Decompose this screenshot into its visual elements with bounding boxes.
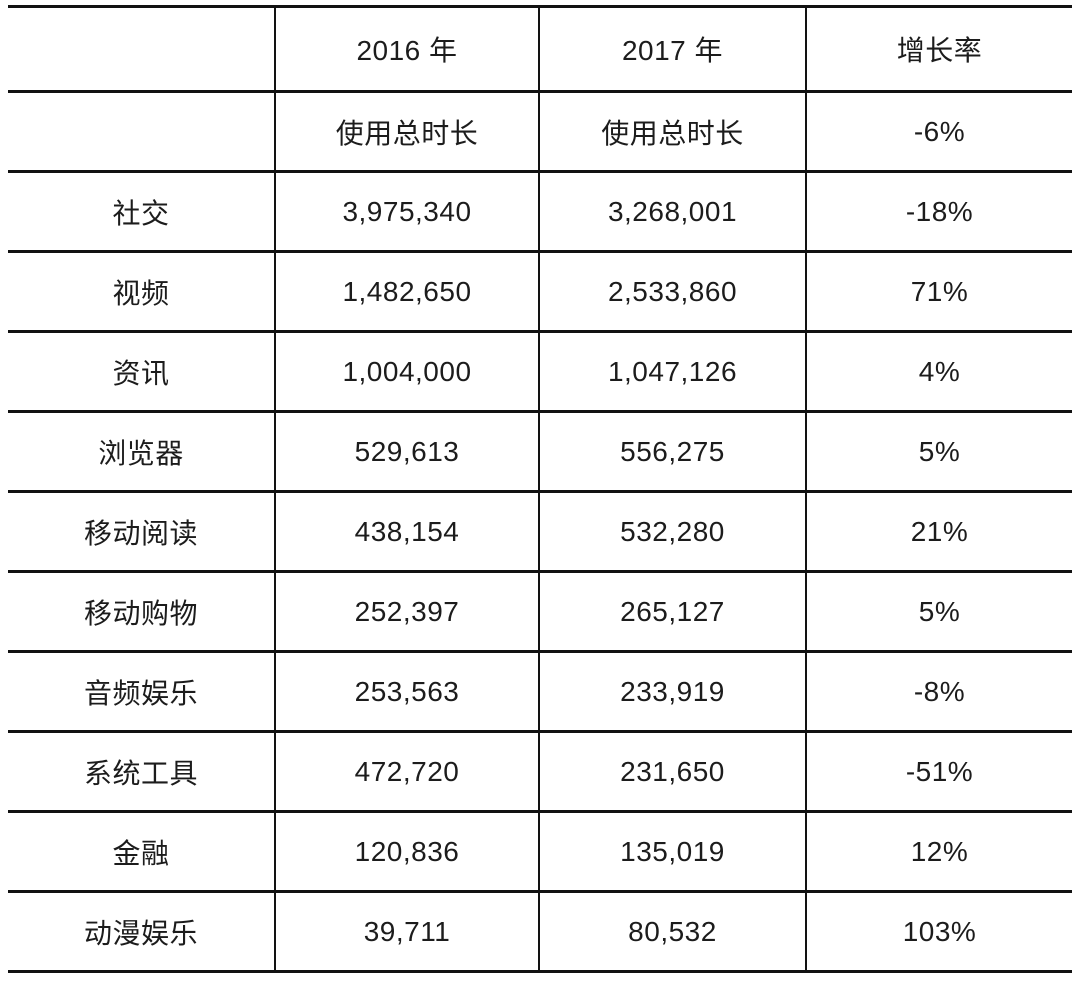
value-2017: 2,533,860 bbox=[538, 250, 806, 332]
header-cell-2016: 2016 年 bbox=[274, 5, 539, 92]
value-2017: 3,268,001 bbox=[538, 170, 806, 252]
table-row: 动漫娱乐 39,711 80,532 103% bbox=[8, 890, 1072, 972]
value-2017: 1,047,126 bbox=[538, 330, 806, 412]
row-label: 动漫娱乐 bbox=[8, 890, 275, 972]
value-2017: 532,280 bbox=[538, 490, 806, 572]
header-row: 2016 年 2017 年 增长率 bbox=[8, 5, 1072, 92]
row-label: 视频 bbox=[8, 250, 275, 332]
row-label: 音频娱乐 bbox=[8, 650, 275, 732]
value-2016: 120,836 bbox=[274, 810, 539, 892]
usage-time-table: 2016 年 2017 年 增长率 使用总时长 使用总时长 -6% 社交 3,97… bbox=[8, 5, 1072, 973]
row-label: 移动阅读 bbox=[8, 490, 275, 572]
growth-rate: 21% bbox=[805, 490, 1072, 572]
row-label: 系统工具 bbox=[8, 730, 275, 812]
value-2017: 265,127 bbox=[538, 570, 806, 652]
table-row: 移动阅读 438,154 532,280 21% bbox=[8, 490, 1072, 572]
value-2017: 135,019 bbox=[538, 810, 806, 892]
value-2016: 253,563 bbox=[274, 650, 539, 732]
table-row: 系统工具 472,720 231,650 -51% bbox=[8, 730, 1072, 812]
row-label: 社交 bbox=[8, 170, 275, 252]
growth-rate: 71% bbox=[805, 250, 1072, 332]
table-row: 浏览器 529,613 556,275 5% bbox=[8, 410, 1072, 492]
row-label: 金融 bbox=[8, 810, 275, 892]
value-2016: 3,975,340 bbox=[274, 170, 539, 252]
subheader-cell-overall-growth: -6% bbox=[805, 90, 1072, 172]
table-row: 视频 1,482,650 2,533,860 71% bbox=[8, 250, 1072, 332]
growth-rate: -8% bbox=[805, 650, 1072, 732]
value-2016: 252,397 bbox=[274, 570, 539, 652]
growth-rate: -51% bbox=[805, 730, 1072, 812]
subheader-cell-2016-metric: 使用总时长 bbox=[274, 90, 539, 172]
value-2016: 438,154 bbox=[274, 490, 539, 572]
growth-rate: 4% bbox=[805, 330, 1072, 412]
subheader-cell-2017-metric: 使用总时长 bbox=[538, 90, 806, 172]
value-2016: 1,004,000 bbox=[274, 330, 539, 412]
value-2016: 529,613 bbox=[274, 410, 539, 492]
growth-rate: 5% bbox=[805, 570, 1072, 652]
row-label: 资讯 bbox=[8, 330, 275, 412]
table-row: 社交 3,975,340 3,268,001 -18% bbox=[8, 170, 1072, 252]
growth-rate: 103% bbox=[805, 890, 1072, 972]
row-label: 浏览器 bbox=[8, 410, 275, 492]
growth-rate: 5% bbox=[805, 410, 1072, 492]
subheader-cell-category bbox=[8, 90, 275, 172]
table-row: 金融 120,836 135,019 12% bbox=[8, 810, 1072, 892]
table-body: 社交 3,975,340 3,268,001 -18% 视频 1,482,650 2,533… bbox=[8, 170, 1072, 972]
header-cell-2017: 2017 年 bbox=[538, 5, 806, 92]
row-label: 移动购物 bbox=[8, 570, 275, 652]
value-2017: 231,650 bbox=[538, 730, 806, 812]
table-row: 资讯 1,004,000 1,047,126 4% bbox=[8, 330, 1072, 412]
value-2016: 39,711 bbox=[274, 890, 539, 972]
value-2016: 472,720 bbox=[274, 730, 539, 812]
growth-rate: -18% bbox=[805, 170, 1072, 252]
header-cell-category bbox=[8, 5, 275, 92]
value-2016: 1,482,650 bbox=[274, 250, 539, 332]
header-cell-growth-rate: 增长率 bbox=[805, 5, 1072, 92]
table-row: 移动购物 252,397 265,127 5% bbox=[8, 570, 1072, 652]
subheader-row: 使用总时长 使用总时长 -6% bbox=[8, 90, 1072, 172]
value-2017: 80,532 bbox=[538, 890, 806, 972]
growth-rate: 12% bbox=[805, 810, 1072, 892]
value-2017: 556,275 bbox=[538, 410, 806, 492]
value-2017: 233,919 bbox=[538, 650, 806, 732]
table-row: 音频娱乐 253,563 233,919 -8% bbox=[8, 650, 1072, 732]
